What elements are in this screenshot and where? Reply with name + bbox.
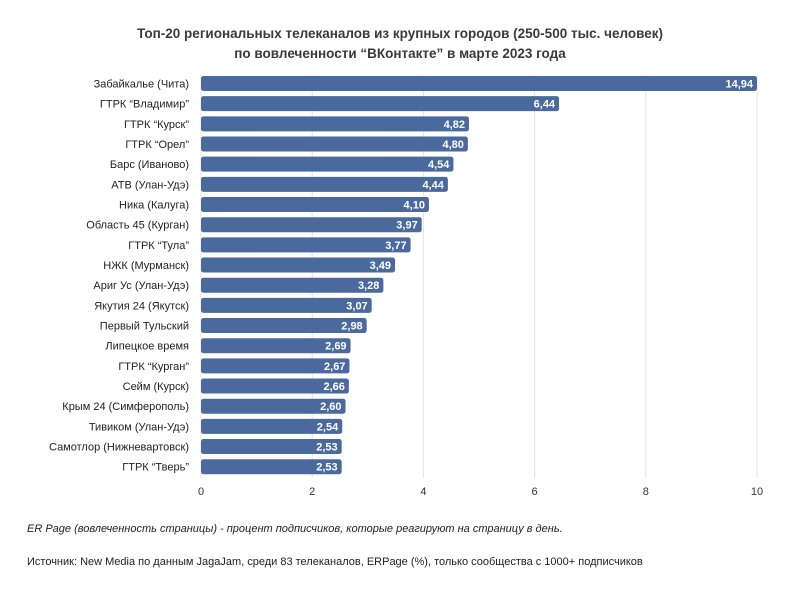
bar — [201, 197, 429, 213]
bar-value-label: 4,10 — [404, 200, 425, 212]
bar-value-label: 2,98 — [341, 321, 362, 333]
x-tick-label: 8 — [643, 486, 649, 498]
bar — [201, 398, 346, 414]
bar — [201, 116, 469, 132]
bar — [201, 318, 367, 334]
category-label: Сейм (Курск) — [123, 381, 189, 393]
bar-value-label: 3,28 — [358, 280, 379, 292]
x-tick-label: 6 — [532, 486, 538, 498]
bar — [201, 378, 349, 394]
bar-value-label: 2,54 — [317, 421, 339, 433]
x-tick-label: 0 — [198, 486, 204, 498]
category-label: Область 45 (Курган) — [86, 220, 189, 232]
category-label: ГТРК “Курск” — [124, 119, 189, 131]
bar-value-label: 2,60 — [320, 401, 341, 413]
footnote: ER Page (вовлеченность страницы) - проце… — [27, 523, 563, 535]
category-label: Ариг Ус (Улан-Удэ) — [93, 280, 189, 292]
bar — [201, 418, 343, 434]
x-tick-label: 2 — [309, 486, 315, 498]
category-label: АТВ (Улан-Удэ) — [111, 179, 189, 191]
category-label: ГТРК “Курган” — [118, 361, 189, 373]
chart-title-line-2: по вовлеченности “ВКонтакте” в марте 202… — [234, 46, 566, 61]
bar — [201, 257, 396, 273]
bar — [201, 297, 372, 313]
category-label: ГТРК “Тула” — [128, 240, 189, 252]
category-label: ГТРК “Тверь” — [122, 462, 189, 474]
bar — [201, 439, 342, 455]
category-label: Самотлор (Нижневартовск) — [49, 442, 189, 454]
category-label: Ника (Калуга) — [119, 200, 189, 212]
bar — [201, 358, 350, 374]
category-label: Первый Тульский — [100, 321, 189, 333]
bar — [201, 217, 422, 233]
chart-title: Топ-20 региональных телеканалов из крупн… — [0, 24, 800, 64]
bar-value-label: 4,80 — [442, 139, 463, 151]
bar-value-label: 4,54 — [428, 159, 450, 171]
source-note: Источник: New Media по данным JagaJam, с… — [27, 556, 643, 568]
chart-title-line-1: Топ-20 региональных телеканалов из крупн… — [137, 26, 663, 41]
category-label: Якутия 24 (Якутск) — [94, 300, 189, 312]
category-label: Барс (Иваново) — [110, 159, 189, 171]
category-label: ГТРК “Владимир” — [100, 99, 189, 111]
bar — [201, 237, 411, 253]
bar — [201, 136, 468, 152]
bar-value-label: 2,66 — [323, 381, 344, 393]
bar — [201, 338, 351, 354]
bar-value-label: 3,49 — [370, 260, 391, 272]
bar-value-label: 2,69 — [325, 341, 346, 353]
category-label: Забайкалье (Чита) — [94, 79, 189, 91]
bar — [201, 96, 560, 112]
x-tick-label: 10 — [751, 486, 763, 498]
bar-value-label: 2,53 — [316, 442, 337, 454]
bar-value-label: 2,53 — [316, 462, 337, 474]
bar — [201, 156, 454, 172]
bar-value-label: 4,44 — [422, 179, 444, 191]
category-label: Крым 24 (Симферополь) — [62, 401, 189, 413]
category-label: ГТРК “Орел” — [125, 139, 189, 151]
bar-value-label: 6,44 — [534, 99, 556, 111]
bar — [201, 76, 757, 91]
category-label: Тивиком (Улан-Удэ) — [89, 421, 189, 433]
bar-value-label: 2,67 — [324, 361, 345, 373]
bar-value-label: 3,77 — [385, 240, 406, 252]
bar — [201, 459, 342, 475]
bar-value-label: 4,82 — [444, 119, 465, 131]
category-label: НЖК (Мурманск) — [103, 260, 189, 272]
bar-value-label: 14,94 — [725, 79, 753, 91]
category-label: Липецкое время — [105, 341, 189, 353]
bar-chart: 0 2 4 6 8 10 14,94 Забайкалье (Чита) 6,44 ГТРК “В… — [49, 75, 763, 498]
bar-value-label: 3,97 — [396, 220, 417, 232]
bar-value-label: 3,07 — [346, 300, 367, 312]
bar — [201, 176, 448, 192]
bar — [201, 277, 384, 293]
x-tick-label: 4 — [420, 486, 426, 498]
